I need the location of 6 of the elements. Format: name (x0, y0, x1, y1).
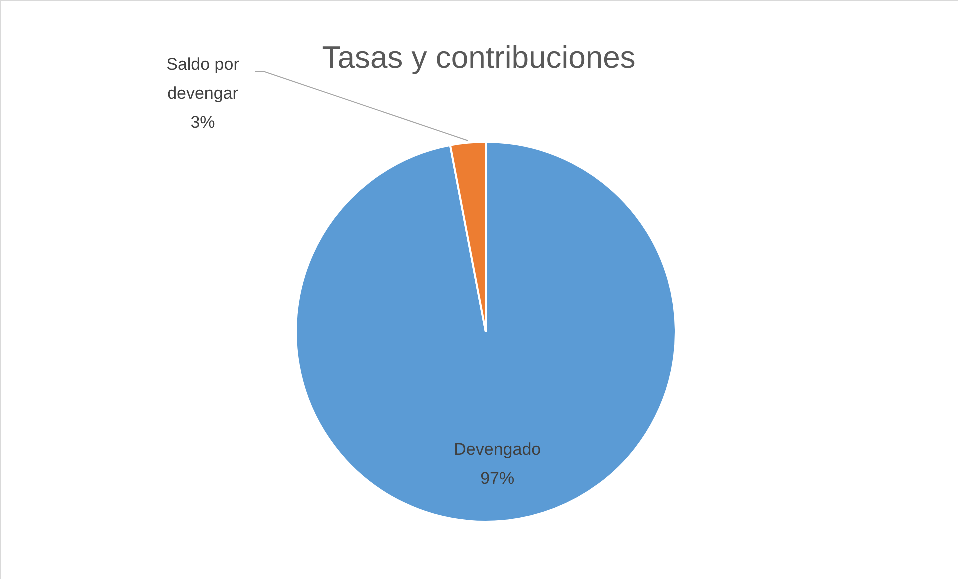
chart-title: Tasas y contribuciones (322, 40, 636, 75)
slice-label: Saldo por devengar (166, 55, 240, 103)
data-label: 97% (480, 468, 515, 488)
pie-slice (295, 141, 677, 523)
data-label: 3% (190, 113, 216, 132)
slice-label: Devengado (454, 440, 542, 459)
